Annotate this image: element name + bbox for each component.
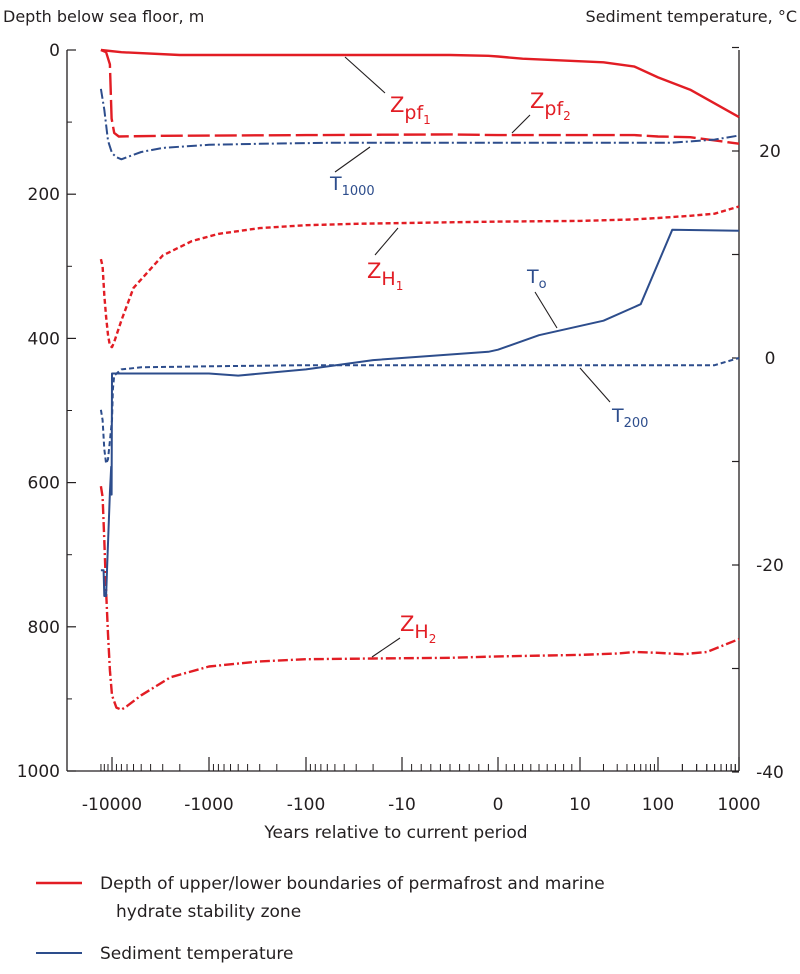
x-axis-ticks — [100, 757, 740, 771]
series-label-t-o: To — [526, 266, 547, 292]
series-label-z-H2-leader — [371, 637, 401, 658]
y-left-tick-label: 0 — [49, 41, 60, 61]
y-right-axis-title: Sediment temperature, °C — [586, 7, 797, 26]
y-right-tick-label: -20 — [756, 556, 784, 576]
legend: Depth of upper/lower boundaries of perma… — [36, 874, 605, 964]
legend-label-temperature: Sediment temperature — [100, 944, 293, 964]
x-tick-label: 0 — [493, 795, 504, 815]
series-label-z-H2: ZH2 — [400, 612, 436, 646]
series-label-z-H1: ZH1 — [367, 259, 403, 293]
series-label-t-1000: T1000 — [329, 173, 375, 199]
series-line-t-o — [100, 228, 740, 597]
x-axis-title: Years relative to current period — [263, 823, 527, 843]
series-line-z-pf2 — [100, 48, 740, 145]
x-axis-tick-labels: -10000 -1000 -100 -10 0 10 100 1000 — [82, 795, 761, 815]
x-tick-label: -1000 — [184, 795, 233, 815]
y-right-tick-label: 0 — [765, 349, 776, 369]
series-line-t-1000 — [99, 88, 740, 161]
series-label-z-pf1-leader — [344, 56, 386, 94]
y-right-tick-label: -40 — [756, 763, 784, 783]
series-line-z-H1 — [99, 205, 740, 349]
plot-frame — [66, 50, 740, 772]
series-label-z-pf2-leader — [511, 114, 531, 134]
x-tick-label: -100 — [287, 795, 326, 815]
y-left-tick-label: 800 — [28, 618, 60, 638]
y-left-axis-title: Depth below sea floor, m — [3, 7, 204, 26]
series-label-t-200-leader — [579, 367, 611, 403]
series-label-z-pf1: Zpf1 — [390, 93, 431, 127]
series-label-t-1000-leader — [334, 146, 371, 173]
series-line-z-pf1 — [100, 48, 740, 119]
x-tick-label: -10000 — [82, 795, 142, 815]
series-label-t-200: T200 — [611, 405, 648, 431]
x-tick-label: 100 — [642, 795, 674, 815]
y-left-axis-ticks: 0 200 400 600 800 1000 — [17, 41, 76, 782]
legend-label-depth-cont: hydrate stability zone — [116, 902, 301, 922]
y-right-axis-ticks: 20 0 -20 -40 — [732, 46, 784, 783]
series-line-t-200 — [99, 357, 740, 465]
series-label-t-o-leader — [534, 291, 558, 329]
y-right-tick-label: 20 — [759, 142, 781, 162]
y-left-tick-label: 600 — [28, 474, 60, 494]
series-line-z-H2 — [99, 486, 740, 711]
y-left-tick-label: 400 — [28, 329, 60, 349]
series-lines — [99, 48, 740, 711]
series-labels: Zpf1 Zpf2 ZH1 ZH2 T1000 T200 To — [329, 56, 648, 658]
x-tick-label: -10 — [388, 795, 416, 815]
x-tick-label: 1000 — [717, 795, 760, 815]
y-left-tick-label: 1000 — [17, 762, 60, 782]
series-label-z-H1-leader — [374, 227, 399, 256]
x-tick-label: 10 — [569, 795, 591, 815]
legend-label-depth: Depth of upper/lower boundaries of perma… — [100, 874, 605, 894]
y-left-tick-label: 200 — [28, 185, 60, 205]
series-label-z-pf2: Zpf2 — [530, 89, 571, 123]
